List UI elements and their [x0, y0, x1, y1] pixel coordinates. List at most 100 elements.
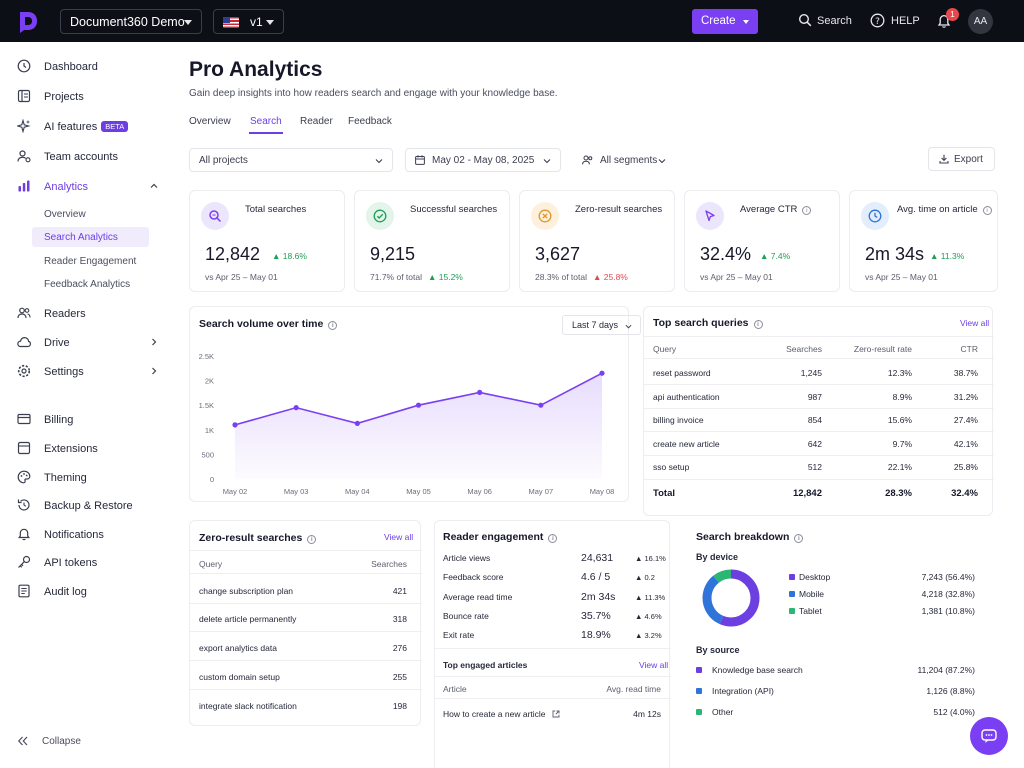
segments-filter[interactable]: All segments [572, 148, 676, 172]
legend-value: 7,243 (56.4%) [921, 572, 975, 582]
info-icon[interactable]: i [802, 206, 812, 215]
divider [435, 676, 671, 677]
search-breakdown-title-text: Search breakdown [696, 531, 790, 543]
tab-overview[interactable]: Overview [189, 116, 231, 127]
metric-delta: ▲ 16.1% [635, 554, 666, 563]
chat-support-button[interactable] [970, 717, 1008, 755]
top-queries-title: Top search queries i [653, 317, 763, 329]
query-cell: sso setup [653, 462, 690, 472]
export-button[interactable]: Export [928, 147, 995, 171]
ctr-cell: 38.7% [953, 368, 978, 378]
sidebar-item-backup-restore[interactable]: Backup & Restore [0, 494, 168, 518]
searches-cell: 421 [392, 586, 407, 596]
sidebar-subitem-search-analytics[interactable]: Search Analytics [32, 227, 149, 247]
sidebar-item-team-accounts[interactable]: Team accounts [0, 145, 168, 169]
sidebar-item-analytics[interactable]: Analytics [0, 175, 168, 199]
sidebar-item-readers[interactable]: Readers [0, 302, 168, 326]
workspace-select[interactable]: Document360 Demo [60, 9, 202, 34]
ctr-cell: 27.4% [953, 415, 978, 425]
date-range-filter[interactable]: May 02 - May 08, 2025 [405, 148, 561, 172]
time-range-select[interactable]: Last 7 days [562, 315, 641, 335]
sidebar-item-audit-log[interactable]: Audit log [0, 580, 168, 604]
sidebar: Dashboard Projects AI features BETA Team … [0, 42, 168, 768]
sidebar-subitem-reader-engagement[interactable]: Reader Engagement [44, 256, 137, 267]
data-point [477, 389, 483, 396]
searches-cell: 1,245 [800, 368, 822, 378]
legend-swatch [789, 574, 795, 580]
sidebar-item-dashboard[interactable]: Dashboard [0, 55, 168, 79]
top-queries-view-all-link[interactable]: View all [960, 318, 990, 328]
divider [644, 384, 994, 385]
metric-delta-value: 4.6% [644, 612, 662, 621]
divider [644, 455, 994, 456]
article-title: How to create a new article [443, 709, 546, 719]
sidebar-item-ai-features[interactable]: AI features BETA [0, 115, 168, 139]
column-header-searches: Searches [786, 344, 822, 354]
tab-feedback[interactable]: Feedback [348, 116, 392, 127]
zero-result-view-all-link[interactable]: View all [384, 532, 414, 542]
sidebar-item-settings[interactable]: Settings [0, 360, 168, 384]
search-volume-chart: 2.5K 2K 1.5K 1K 500 0 May 02 May 03 May 04 May 05… [199, 352, 615, 496]
sidebar-item-theming[interactable]: Theming [0, 466, 168, 490]
column-header-searches: Searches [371, 559, 407, 569]
page-subtitle: Gain deep insights into how readers sear… [189, 88, 558, 99]
zero-result-rate-cell: 12.3% [887, 368, 912, 378]
metric-label: Bounce rate [443, 611, 489, 621]
y-tick-label: 1.5K [199, 401, 214, 410]
x-tick-label: May 07 [529, 487, 554, 496]
avatar[interactable]: AA [968, 9, 993, 34]
calendar-icon [415, 155, 425, 165]
x-tick-label: May 03 [284, 487, 309, 496]
sidebar-item-api-tokens[interactable]: API tokens [0, 551, 168, 575]
data-point [354, 420, 360, 427]
sidebar-item-billing[interactable]: Billing [0, 408, 168, 432]
external-link-icon[interactable] [552, 710, 560, 718]
create-button[interactable]: Create [692, 9, 758, 34]
sidebar-item-notifications[interactable]: Notifications [0, 523, 168, 547]
top-articles-view-all-link[interactable]: View all [639, 660, 669, 670]
zero-result-rate-cell: 15.6% [887, 415, 912, 425]
version-select[interactable]: v1 [213, 9, 284, 34]
kpi-icon-circle [531, 202, 559, 230]
info-icon[interactable]: i [982, 206, 992, 215]
sidebar-item-label: Dashboard [44, 61, 98, 73]
kpi-value: 9,215 [370, 244, 416, 264]
kpi-compare-delta-value: 15.2% [438, 272, 463, 282]
info-icon[interactable]: i [548, 534, 558, 543]
x-tick-label: May 04 [345, 487, 370, 496]
extensions-icon [17, 441, 31, 455]
info-icon[interactable]: i [328, 321, 338, 330]
divider [190, 660, 422, 661]
sidebar-item-label: Readers [44, 308, 86, 320]
document360-logo[interactable] [16, 9, 40, 33]
kpi-card-average-ctr: Average CTR i 32.4% ▲ 7.4% vs Apr 25 – Ma… [684, 190, 840, 292]
collapse-button[interactable]: Collapse [17, 736, 81, 749]
legend-swatch [789, 608, 795, 614]
sidebar-item-extensions[interactable]: Extensions [0, 437, 168, 461]
sidebar-subitem-feedback-analytics[interactable]: Feedback Analytics [44, 279, 131, 290]
divider [644, 479, 994, 480]
searches-cell: 318 [392, 614, 407, 624]
sidebar-item-projects[interactable]: Projects [0, 85, 168, 109]
metric-delta: ▲ 0.2 [635, 573, 655, 582]
info-icon[interactable]: i [307, 535, 317, 544]
tab-reader[interactable]: Reader [300, 116, 333, 127]
by-source-title: By source [696, 645, 740, 655]
metric-value: 18.9% [581, 629, 611, 641]
total-searches: 12,842 [792, 488, 822, 499]
metric-label: Article views [443, 553, 491, 563]
triangle-up-icon: ▲ [930, 251, 941, 261]
kpi-delta: ▲ 11.3% [930, 251, 964, 261]
sidebar-subitem-overview[interactable]: Overview [44, 209, 86, 220]
info-icon[interactable]: i [753, 320, 763, 329]
info-icon[interactable]: i [794, 534, 804, 543]
sidebar-item-drive[interactable]: Drive [0, 331, 168, 355]
chevron-down-icon [658, 159, 666, 164]
tab-search[interactable]: Search [250, 116, 282, 127]
x-tick-label: May 02 [223, 487, 248, 496]
dashboard-icon [17, 59, 31, 73]
cursor-icon [705, 210, 715, 222]
projects-filter[interactable]: All projects [189, 148, 393, 172]
data-point [415, 402, 422, 408]
triangle-up-icon: ▲ [635, 612, 645, 621]
